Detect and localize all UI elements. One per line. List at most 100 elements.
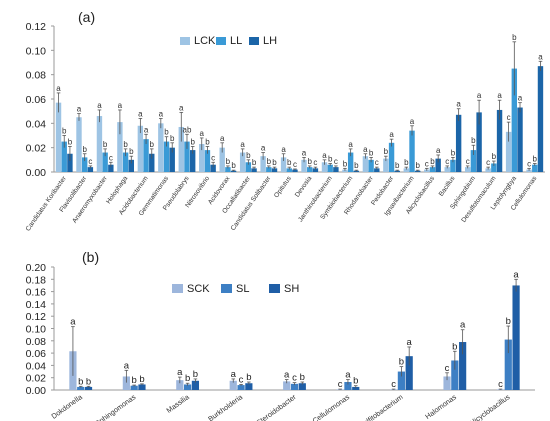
bar <box>219 147 225 172</box>
bar <box>122 376 130 390</box>
significance-letter: c <box>425 159 429 168</box>
y-tick-label: 0.04 <box>26 360 47 372</box>
bar <box>333 167 339 172</box>
bar <box>517 107 523 172</box>
significance-letter: c <box>507 113 511 122</box>
y-tick-label: 0.12 <box>26 21 47 33</box>
significance-letter: a <box>240 140 245 149</box>
significance-letter: b <box>62 127 67 136</box>
bar <box>67 153 73 172</box>
significance-letter: a <box>281 145 286 154</box>
significance-letter: b <box>190 137 195 146</box>
bar <box>117 122 123 172</box>
significance-letter: b <box>231 161 236 170</box>
bar <box>476 112 482 172</box>
significance-letter: b <box>86 376 91 387</box>
category-label: Massilia <box>164 392 190 415</box>
category-label: Dokdonella <box>50 392 84 420</box>
category-label: Steroidobacter <box>255 392 299 421</box>
significance-letter: a <box>144 125 149 134</box>
category-label: Halomonas <box>423 392 458 421</box>
significance-letter: b <box>123 140 128 149</box>
legend-label-lck: LCK <box>194 35 216 47</box>
bar <box>184 141 190 172</box>
significance-letter: a <box>159 109 164 118</box>
y-tick-label: 0.06 <box>26 348 47 360</box>
bar <box>55 102 62 172</box>
significance-letter: c <box>313 158 317 167</box>
significance-letter: c <box>338 379 343 390</box>
significance-letter: b <box>287 158 292 167</box>
significance-letter: c <box>445 363 450 374</box>
significance-letter: a <box>179 103 184 112</box>
category-label: Alicyclobacillus <box>467 392 512 421</box>
bar <box>290 383 299 390</box>
bar <box>455 114 462 172</box>
y-tick-label: 0.00 <box>26 167 47 179</box>
bar <box>149 153 155 172</box>
legend-label-sl: SL <box>236 283 249 295</box>
significance-letter: a <box>436 146 441 155</box>
significance-letter: b <box>452 341 457 352</box>
y-tick-label: 0.08 <box>26 70 47 82</box>
significance-letter: b <box>78 376 83 387</box>
category-label: Cellulomonas <box>311 392 352 421</box>
category-label: Candidatus Solibacter <box>230 174 273 232</box>
bar <box>77 386 85 390</box>
significance-letter: b <box>369 148 374 157</box>
legend-swatch-ll <box>216 37 226 45</box>
bar <box>128 159 135 172</box>
panel-b-chart: (b)0.000.020.040.060.080.100.120.140.160… <box>26 249 535 421</box>
bar <box>504 339 512 390</box>
bar <box>225 167 231 172</box>
bar <box>130 385 138 390</box>
bar <box>137 125 144 172</box>
y-tick-label: 0.04 <box>26 118 47 130</box>
significance-letter: b <box>164 128 169 137</box>
significance-letter: a <box>363 145 368 154</box>
bar <box>239 152 246 172</box>
significance-letter: b <box>226 157 231 166</box>
significance-letter: b <box>512 33 517 42</box>
significance-letter: b <box>170 134 175 143</box>
bar <box>245 162 252 172</box>
significance-letter: a <box>138 109 143 118</box>
bar <box>61 141 67 172</box>
significance-letter: b <box>132 375 137 386</box>
y-tick-label: 0.20 <box>26 262 47 274</box>
significance-letter: a <box>261 144 266 153</box>
significance-letter: c <box>445 157 449 166</box>
significance-letter: c <box>527 159 531 168</box>
category-label: Desulfitobacterium <box>351 392 404 421</box>
category-label: Burkholderia <box>206 392 244 421</box>
significance-letter: b <box>139 374 144 385</box>
significance-letter: a <box>322 151 327 160</box>
bar <box>251 168 257 172</box>
significance-letter: b <box>404 158 409 167</box>
significance-letter: a <box>538 52 543 61</box>
significance-letter: a <box>345 370 351 381</box>
bar <box>362 156 369 172</box>
legend-label-sck: SCK <box>187 283 210 295</box>
significance-letter: b <box>68 137 73 146</box>
bar <box>283 381 291 390</box>
bar <box>301 159 307 172</box>
significance-letter: a <box>77 105 82 114</box>
significance-letter: b <box>430 157 435 166</box>
bar <box>321 162 328 172</box>
bar <box>271 168 278 172</box>
y-tick-label: 0.00 <box>26 385 47 397</box>
significance-letter: b <box>272 158 277 167</box>
bar <box>280 157 287 172</box>
significance-letter: a <box>518 94 523 103</box>
bar <box>368 159 374 172</box>
significance-letter: b <box>193 369 198 380</box>
significance-letter: b <box>308 157 313 166</box>
significance-letter: b <box>267 157 272 166</box>
bar <box>347 152 354 172</box>
bar <box>122 152 129 172</box>
significance-letter: b <box>533 154 538 163</box>
significance-letter: b <box>506 316 511 327</box>
bar <box>405 356 413 390</box>
bar <box>87 167 94 172</box>
